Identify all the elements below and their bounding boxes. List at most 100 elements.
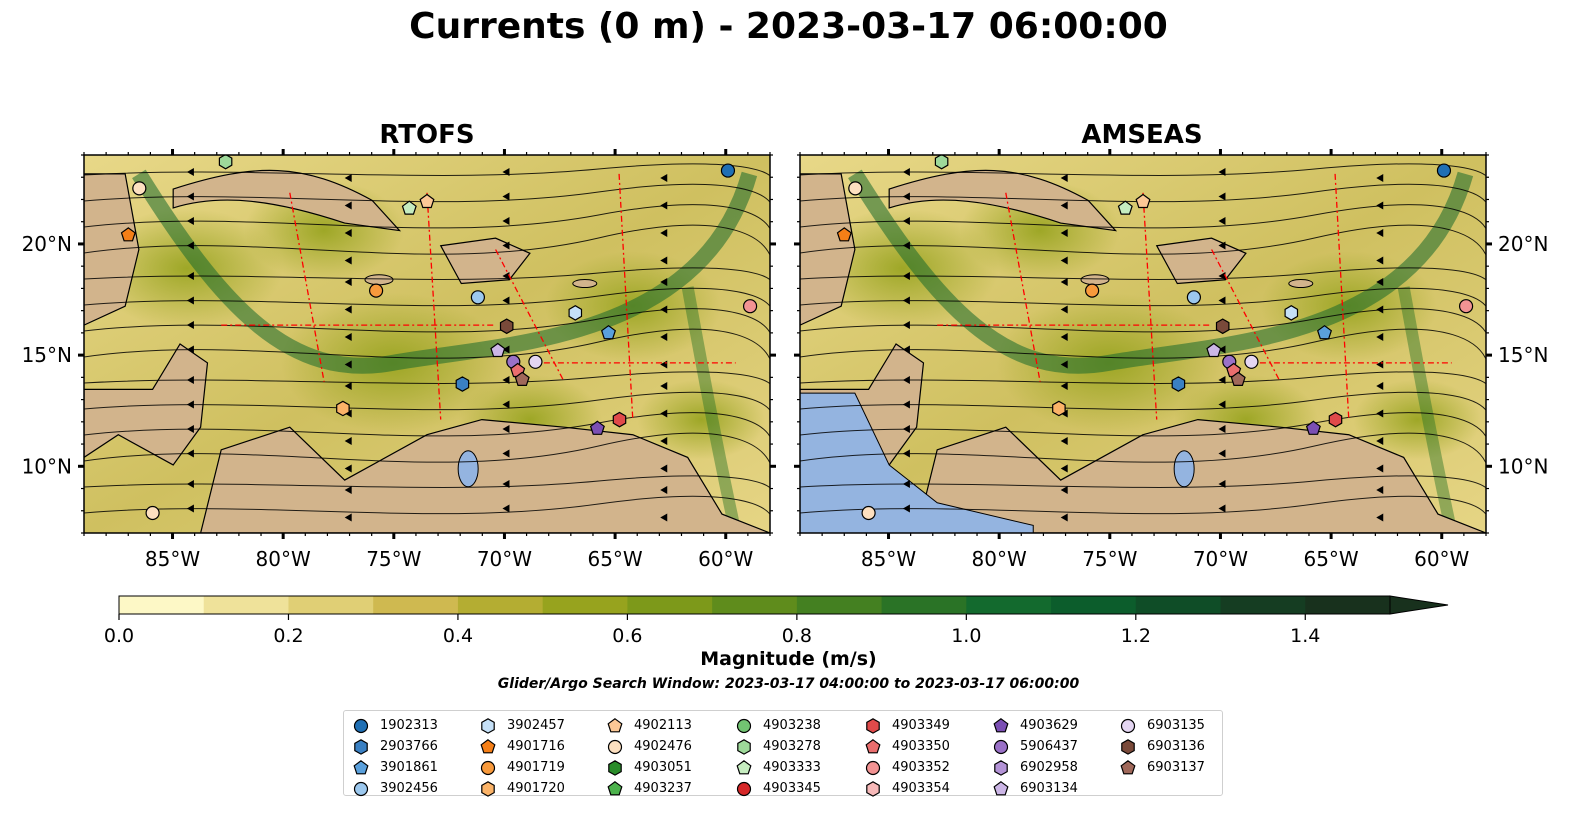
streamline-arrow (902, 321, 910, 329)
legend-marker-4903345 (736, 781, 752, 796)
streamline-arrow (902, 272, 910, 280)
legend-label: 4903350 (892, 739, 950, 754)
streamline-arrow (902, 217, 910, 225)
legend-label: 4901716 (507, 739, 565, 754)
streamline-arrow (502, 480, 510, 488)
streamline (800, 224, 1486, 255)
streamline-arrow (344, 513, 352, 522)
legend-label: 6903134 (1020, 781, 1078, 796)
legend-column: 4903349 4903350 4903352 4903354 (862, 715, 950, 799)
legend-marker-4903051 (608, 759, 622, 776)
legend-item-4903237: 4903237 (604, 778, 692, 799)
legend-marker-4902476 (607, 739, 623, 754)
colorbar-tick-label: 1.2 (1121, 625, 1151, 647)
streamline (800, 204, 1486, 229)
lon-tick-label: 65°W (1303, 547, 1358, 571)
legend-marker-4903333 (736, 759, 752, 774)
legend-item-4903349: 4903349 (862, 715, 950, 736)
streamline (800, 391, 1486, 411)
streamline-arrow (1060, 409, 1068, 418)
legend-item-4903629: 4903629 (990, 715, 1078, 736)
legend-column: 4903629 5906437 6902958 6903134 (990, 715, 1078, 799)
legend-item-4903350: 4903350 (862, 736, 950, 757)
streamline (84, 371, 770, 385)
legend-item-3901861: 3901861 (350, 757, 438, 778)
land-cuba (172, 169, 402, 232)
legend-item-4901719: 4901719 (477, 757, 565, 778)
streamline-arrow (502, 296, 510, 305)
streamline-arrow (186, 376, 194, 384)
streamline-arrow (1060, 305, 1068, 314)
float-marker-4901720 (336, 400, 350, 417)
streamline-arrow (1218, 376, 1226, 384)
legend-item-6903134: 6903134 (990, 778, 1078, 799)
colorbar-segment (1051, 596, 1137, 614)
streamline-arrow (1060, 278, 1068, 286)
legend-label: 4901720 (507, 781, 565, 796)
legend-label: 4903352 (892, 760, 950, 775)
float-marker-4901720 (1052, 400, 1066, 417)
legend-item-4903238: 4903238 (733, 715, 821, 736)
lat-tick-label: 20°N (22, 232, 72, 256)
legend-item-6902958: 6902958 (990, 757, 1078, 778)
legend-label: 3902456 (380, 781, 438, 796)
streamline-arrow (1218, 449, 1226, 458)
streamline-arrow (186, 241, 194, 250)
lake-maracaibo (457, 450, 479, 488)
legend-marker-3901861 (353, 759, 369, 774)
float-marker-4902113 (419, 193, 435, 209)
float-marker-4903349 (1328, 411, 1343, 428)
streamline (800, 183, 1486, 203)
streamline-arrow (1060, 256, 1068, 265)
streamline (800, 371, 1486, 385)
float-marker-4902476 (848, 181, 863, 196)
streamline-arrow (1060, 486, 1068, 494)
streamline-arrow (1218, 296, 1226, 305)
streamline (800, 328, 1486, 359)
legend-label: 5906437 (1020, 739, 1078, 754)
streamline (84, 495, 770, 515)
float-marker-6903137 (514, 371, 530, 386)
colorbar-segment (373, 596, 459, 614)
legend-column: 1902313 2903766 3901861 3902456 (350, 715, 438, 799)
legend-marker-4901720 (481, 780, 495, 797)
streamline-arrow (902, 480, 910, 488)
streamline-arrow (902, 241, 910, 250)
legend-item-3902456: 3902456 (350, 778, 438, 799)
lat-tick-label: 10°N (22, 454, 72, 478)
legend-marker-4903354 (866, 780, 880, 797)
colorbar-tick-label: 1.0 (951, 625, 981, 647)
colorbar-segment (1305, 596, 1391, 614)
streamline-arrow (344, 278, 352, 286)
streamline-arrow (344, 409, 352, 418)
float-marker-4903278 (934, 155, 949, 170)
legend-label: 2903766 (380, 739, 438, 754)
current-jet (848, 169, 1474, 374)
land-cuba (888, 169, 1118, 232)
colorbar-segment (712, 596, 798, 614)
float-marker-3902457 (1284, 305, 1299, 321)
map-panel-rtofs: 85°W 80°W 75°W 70°W 65°W 60°W 20°N 15°N 10°N (22, 149, 776, 571)
legend-item-3902457: 3902457 (477, 715, 565, 736)
streamline-arrow (1218, 345, 1226, 354)
streamline (84, 391, 770, 411)
float-marker-6903136 (1215, 318, 1230, 335)
colorbar-tick-label: 1.4 (1290, 625, 1320, 647)
streamline (84, 224, 770, 255)
legend-marker-4903278 (737, 738, 751, 755)
streamline-arrow (502, 376, 510, 384)
eez-boundary (289, 192, 325, 382)
streamline-arrow (1218, 241, 1226, 250)
legend-marker-4902113 (607, 717, 623, 732)
lon-tick-label: 80°W (972, 547, 1027, 571)
streamline-arrow (186, 321, 194, 329)
streamline-arrow (186, 504, 194, 513)
legend-marker-4903237 (607, 780, 623, 795)
legend-item-1902313: 1902313 (350, 715, 438, 736)
legend-marker-4903352 (865, 760, 881, 775)
current-jet (132, 169, 758, 374)
legend-label: 4903238 (763, 718, 821, 733)
streamline-arrow (344, 437, 352, 445)
legend-marker-6903136 (1121, 738, 1135, 755)
colorbar-extend-arrow (1389, 595, 1449, 615)
